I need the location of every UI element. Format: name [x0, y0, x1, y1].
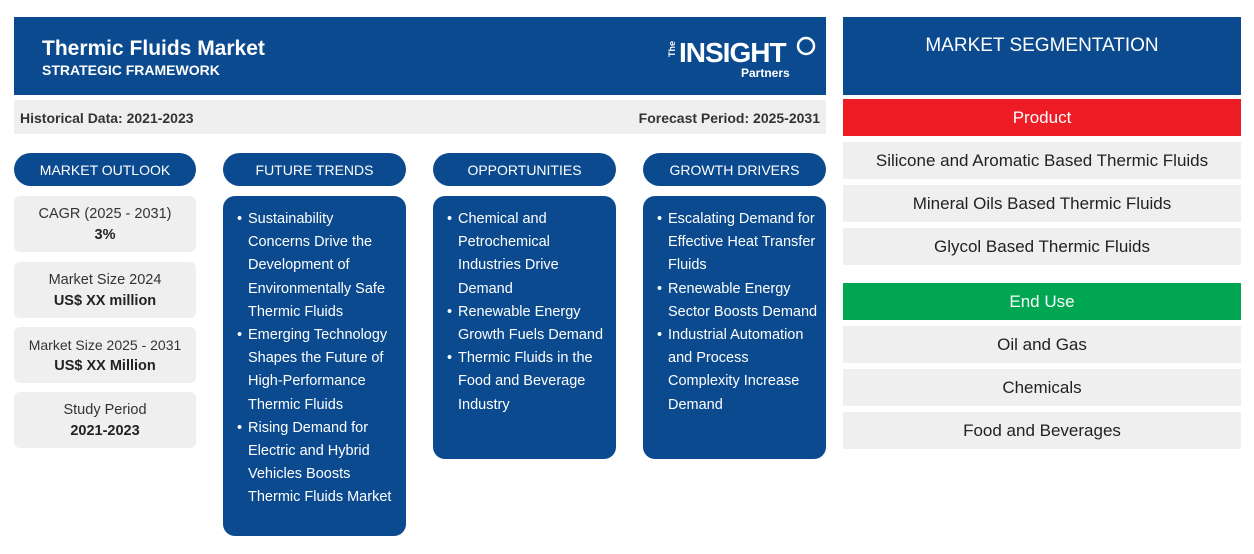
- opportunities-card: Chemical and Petrochemical Industries Dr…: [433, 196, 616, 459]
- growth-drivers-header: GROWTH DRIVERS: [643, 153, 826, 186]
- list-item: Emerging Technology Shapes the Future of…: [237, 324, 398, 417]
- segment-product-header: Product: [843, 99, 1241, 136]
- logo-sub-text: Partners: [741, 66, 790, 80]
- list-item: Industrial Automation and Process Comple…: [657, 324, 818, 417]
- segment-item: Food and Beverages: [843, 412, 1241, 449]
- list-item: Thermic Fluids in the Food and Beverage …: [447, 347, 608, 417]
- segment-item: Silicone and Aromatic Based Thermic Flui…: [843, 142, 1241, 179]
- forecast-period-label: Forecast Period: 2025-2031: [638, 110, 820, 126]
- stat-market-size-2024: Market Size 2024 US$ XX million: [14, 262, 196, 318]
- segment-item: Chemicals: [843, 369, 1241, 406]
- stat-study-period: Study Period 2021-2023: [14, 392, 196, 448]
- list-item: Renewable Energy Growth Fuels Demand: [447, 301, 608, 347]
- logo-ring-icon: [796, 36, 816, 56]
- logo-the-text: The: [667, 41, 677, 58]
- stat-label: CAGR (2025 - 2031): [38, 206, 172, 222]
- historical-data-label: Historical Data: 2021-2023: [20, 110, 194, 126]
- segment-item: Mineral Oils Based Thermic Fluids: [843, 185, 1241, 222]
- stat-label: Study Period: [63, 402, 147, 418]
- segment-end-use-header: End Use: [843, 283, 1241, 320]
- stat-value: US$ XX Million: [54, 358, 156, 374]
- market-outlook-header: MARKET OUTLOOK: [14, 153, 196, 186]
- segment-item: Oil and Gas: [843, 326, 1241, 363]
- future-trends-card: Sustainability Concerns Drive the Develo…: [223, 196, 406, 536]
- stat-market-size-forecast: Market Size 2025 - 2031 US$ XX Million: [14, 327, 196, 383]
- future-trends-header: FUTURE TRENDS: [223, 153, 406, 186]
- list-item: Escalating Demand for Effective Heat Tra…: [657, 208, 818, 278]
- stat-label: Market Size 2025 - 2031: [28, 337, 182, 353]
- logo-main-text: INSIGHT: [679, 37, 787, 68]
- page-subtitle: STRATEGIC FRAMEWORK: [42, 62, 220, 78]
- stat-label: Market Size 2024: [48, 272, 162, 288]
- segment-item: Glycol Based Thermic Fluids: [843, 228, 1241, 265]
- growth-drivers-card: Escalating Demand for Effective Heat Tra…: [643, 196, 826, 459]
- page-title: Thermic Fluids Market: [42, 37, 265, 60]
- header-banner: Thermic Fluids Market STRATEGIC FRAMEWOR…: [14, 17, 826, 95]
- stat-value: 3%: [94, 227, 116, 243]
- period-bar: Historical Data: 2021-2023 Forecast Peri…: [14, 100, 826, 134]
- list-item: Rising Demand for Electric and Hybrid Ve…: [237, 417, 398, 510]
- stat-cagr: CAGR (2025 - 2031) 3%: [14, 196, 196, 252]
- list-item: Sustainability Concerns Drive the Develo…: [237, 208, 398, 324]
- insight-partners-logo: The INSIGHT Partners: [667, 33, 817, 83]
- opportunities-header: OPPORTUNITIES: [433, 153, 616, 186]
- stat-value: US$ XX million: [53, 293, 157, 309]
- market-segmentation-title: MARKET SEGMENTATION: [843, 17, 1241, 95]
- stat-value: 2021-2023: [70, 423, 140, 439]
- list-item: Renewable Energy Sector Boosts Demand: [657, 278, 818, 324]
- list-item: Chemical and Petrochemical Industries Dr…: [447, 208, 608, 301]
